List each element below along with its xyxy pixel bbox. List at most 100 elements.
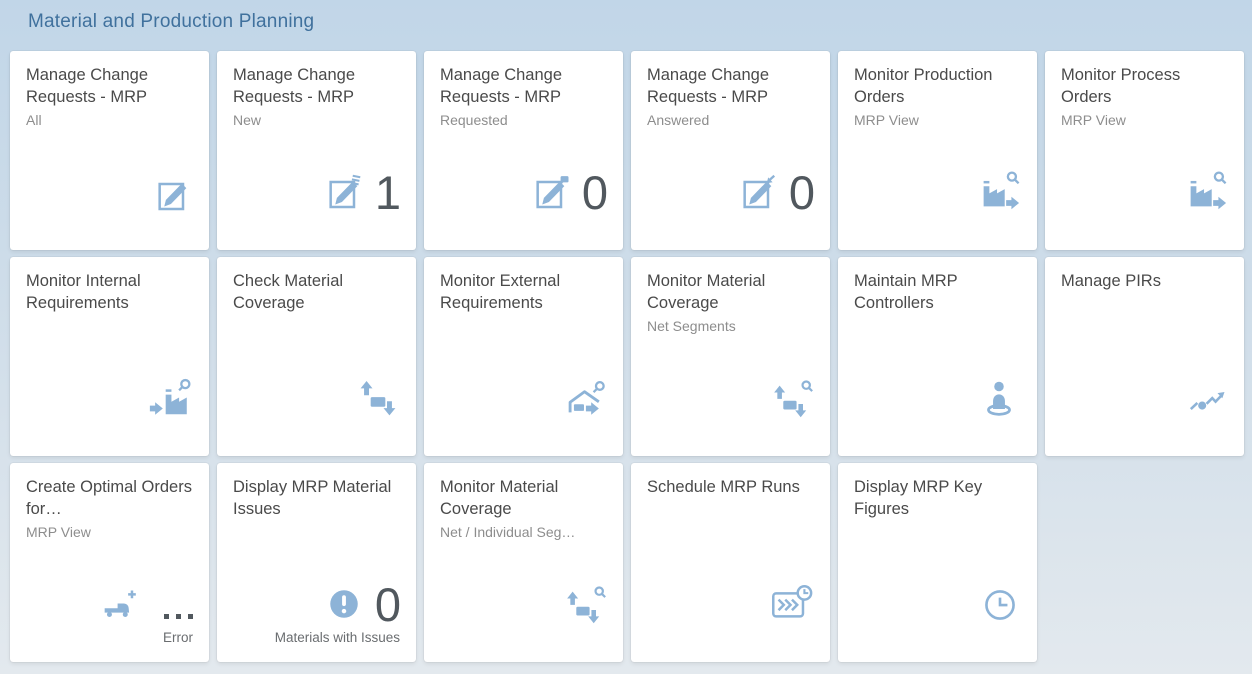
tile-kpi bbox=[1061, 378, 1228, 420]
tile-kpi bbox=[440, 374, 607, 420]
person-icon bbox=[977, 376, 1021, 420]
tile-kpi: 0 bbox=[233, 577, 401, 631]
tile-footer bbox=[1061, 218, 1228, 240]
tile-title: Monitor Internal Requirements bbox=[26, 272, 141, 312]
tile-kpi bbox=[647, 376, 814, 420]
edit-answered-icon bbox=[738, 172, 778, 212]
tile-footer bbox=[233, 424, 400, 446]
tile-title: Manage PIRs bbox=[1061, 272, 1161, 290]
tile-footer bbox=[854, 424, 1021, 446]
tile-count: 0 bbox=[788, 165, 815, 219]
tile-count: 0 bbox=[374, 577, 401, 631]
tile[interactable]: Schedule MRP Runs bbox=[631, 463, 830, 662]
tile[interactable]: Maintain MRP Controllers bbox=[838, 257, 1037, 456]
tile[interactable]: Display MRP Key Figures bbox=[838, 463, 1037, 662]
tile-footer bbox=[440, 218, 607, 240]
tile-title: Display MRP Material Issues bbox=[233, 478, 392, 518]
tile[interactable]: Monitor Process Orders MRP View bbox=[1045, 51, 1244, 250]
tile-subtitle: MRP View bbox=[26, 523, 91, 540]
tile[interactable]: Create Optimal Orders for… MRP View Erro… bbox=[10, 463, 209, 662]
tile-kpi: 0 bbox=[440, 165, 608, 219]
tile[interactable]: Manage Change Requests - MRP Answered 0 bbox=[631, 51, 830, 250]
tile-subtitle: Answered bbox=[647, 111, 710, 128]
tile[interactable]: Manage PIRs bbox=[1045, 257, 1244, 456]
tile[interactable]: Monitor Internal Requirements bbox=[10, 257, 209, 456]
tile-subtitle: All bbox=[26, 111, 42, 128]
tile[interactable]: Monitor Material Coverage Net Segments bbox=[631, 257, 830, 456]
tile-footer bbox=[647, 424, 814, 446]
tile[interactable]: Monitor Production Orders MRP View bbox=[838, 51, 1037, 250]
tile-footer bbox=[647, 218, 814, 240]
tile-subtitle: New bbox=[233, 111, 262, 128]
tile[interactable]: Monitor Material Coverage Net / Individu… bbox=[424, 463, 623, 662]
tile-footer bbox=[854, 218, 1021, 240]
tile-title: Manage Change Requests - MRP bbox=[233, 66, 356, 106]
tile-kpi bbox=[1061, 168, 1228, 214]
edit-requested-icon bbox=[531, 172, 571, 212]
tile-subtitle: MRP View bbox=[854, 111, 919, 128]
tile-title: Monitor Process Orders bbox=[1061, 66, 1181, 106]
tile-kpi bbox=[440, 582, 607, 626]
trend-icon bbox=[1186, 378, 1228, 420]
tile-footer bbox=[1061, 424, 1228, 446]
tile-title: Monitor Production Orders bbox=[854, 66, 993, 106]
tile-footer bbox=[26, 218, 193, 240]
tile[interactable]: Monitor External Requirements bbox=[424, 257, 623, 456]
tile-grid: Manage Change Requests - MRP All Manage … bbox=[0, 51, 1252, 662]
tile[interactable]: Check Material Coverage bbox=[217, 257, 416, 456]
kpi-dots bbox=[157, 614, 193, 619]
group-title: Material and Production Planning bbox=[28, 11, 315, 32]
tile-subtitle: Net / Individual Seg… bbox=[440, 523, 576, 540]
tile-footer bbox=[26, 424, 193, 446]
mrp-run-icon bbox=[768, 580, 814, 626]
factory-search-icon bbox=[975, 168, 1021, 214]
tile-count: 1 bbox=[374, 165, 401, 219]
tile[interactable]: Manage Change Requests - MRP New 1 bbox=[217, 51, 416, 250]
tile-title: Monitor External Requirements bbox=[440, 272, 561, 312]
edit-new-icon bbox=[324, 172, 364, 212]
tile-title: Schedule MRP Runs bbox=[647, 478, 800, 496]
truck-add-icon bbox=[97, 580, 143, 626]
tile-kpi bbox=[26, 174, 193, 214]
tile-kpi bbox=[26, 374, 193, 420]
tile-kpi bbox=[854, 376, 1021, 420]
tile-subtitle: Requested bbox=[440, 111, 508, 128]
tile-subtitle: Net Segments bbox=[647, 317, 736, 334]
tile[interactable]: Manage Change Requests - MRP All bbox=[10, 51, 209, 250]
tile-footer bbox=[647, 630, 814, 652]
tile-title: Manage Change Requests - MRP bbox=[647, 66, 770, 106]
tile-title: Manage Change Requests - MRP bbox=[440, 66, 563, 106]
tile-footer bbox=[854, 630, 1021, 652]
tile-kpi: 0 bbox=[647, 165, 815, 219]
tile-title: Check Material Coverage bbox=[233, 272, 344, 312]
tile-footer: Error bbox=[163, 630, 193, 645]
edit-icon bbox=[153, 174, 193, 214]
tile-kpi: 1 bbox=[233, 165, 401, 219]
tile-title: Create Optimal Orders for… bbox=[26, 478, 192, 518]
tile-title: Monitor Material Coverage bbox=[647, 272, 766, 312]
alert-icon bbox=[324, 584, 364, 624]
tile[interactable]: Manage Change Requests - MRP Requested 0 bbox=[424, 51, 623, 250]
tile-title: Maintain MRP Controllers bbox=[854, 272, 958, 312]
factory-search-icon bbox=[1182, 168, 1228, 214]
group-header: Material and Production Planning bbox=[0, 0, 1252, 51]
tile-kpi bbox=[647, 580, 814, 626]
tile-title: Manage Change Requests - MRP bbox=[26, 66, 149, 106]
tile-kpi bbox=[854, 168, 1021, 214]
clock-icon bbox=[979, 584, 1021, 626]
material-flow-search-icon bbox=[563, 582, 607, 626]
tile-footer bbox=[440, 630, 607, 652]
tile-title: Display MRP Key Figures bbox=[854, 478, 983, 518]
material-flow-icon bbox=[356, 376, 400, 420]
tile-footer: Materials with Issues bbox=[274, 630, 400, 645]
tile-kpi bbox=[233, 376, 400, 420]
tile-footer bbox=[440, 424, 607, 446]
material-flow-search-icon bbox=[770, 376, 814, 420]
tile-subtitle: MRP View bbox=[1061, 111, 1126, 128]
outbound-house-search-icon bbox=[561, 374, 607, 420]
tile-title: Monitor Material Coverage bbox=[440, 478, 559, 518]
tile[interactable]: Display MRP Material Issues 0 Materials … bbox=[217, 463, 416, 662]
tile-count: 0 bbox=[581, 165, 608, 219]
inbound-factory-search-icon bbox=[147, 374, 193, 420]
